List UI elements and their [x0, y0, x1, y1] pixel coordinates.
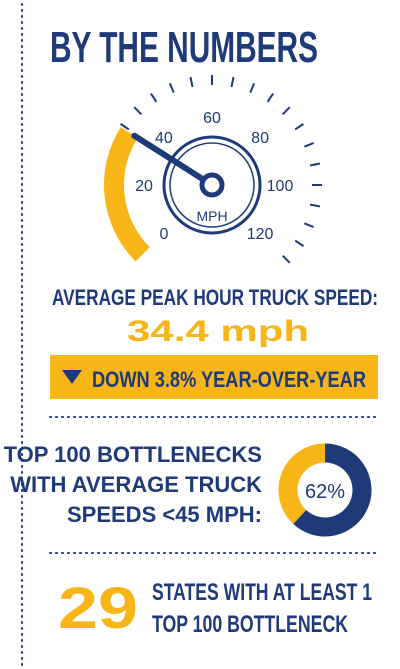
gauge-dash	[119, 123, 130, 131]
gauge-band	[104, 127, 150, 262]
gauge-dash	[309, 203, 321, 208]
gauge-dash	[249, 82, 256, 93]
gauge-unit: MPH	[196, 208, 227, 224]
title: BY THE NUMBERS	[50, 23, 318, 72]
gauge-dash	[309, 162, 321, 167]
speed-value: 34.4 mph	[127, 315, 309, 348]
gauge-dash	[168, 82, 175, 93]
gauge-dash	[133, 106, 142, 115]
gauge-dash	[304, 222, 315, 229]
states-text: TOP 100 BOTTLENECK	[152, 611, 348, 638]
states-count: 29	[58, 576, 138, 641]
bottleneck-text: TOP 100 BOTTLENECKS	[4, 442, 262, 467]
gauge-tick-label: 100	[267, 178, 294, 195]
gauge-needle	[131, 132, 215, 188]
gauge-dash	[282, 255, 291, 264]
donut-rest	[278, 443, 326, 524]
change-banner	[50, 355, 378, 399]
gauge-tick-label: 60	[203, 110, 221, 127]
change-text: DOWN 3.8% YEAR-OVER-YEAR	[92, 367, 366, 392]
bottleneck-text: WITH AVERAGE TRUCK	[10, 472, 262, 497]
gauge-hub-ring	[162, 135, 262, 235]
donut-share	[293, 443, 372, 537]
gauge-dash	[189, 76, 194, 88]
gauge-dash	[150, 92, 158, 103]
gauge-tick-label: 20	[135, 178, 153, 195]
gauge-hub-ring	[169, 142, 255, 228]
down-arrow	[62, 370, 82, 384]
gauge-tick-label: 0	[159, 226, 168, 243]
donut-label: 62%	[305, 481, 345, 503]
gauge-dash	[230, 76, 235, 88]
states-text: STATES WITH AT LEAST 1	[152, 579, 372, 606]
gauge-dash	[266, 92, 274, 103]
gauge-dash	[294, 239, 305, 247]
gauge-tick-label: 80	[251, 130, 269, 147]
gauge-pivot	[199, 172, 225, 198]
bottleneck-text: SPEEDS <45 MPH:	[67, 502, 262, 527]
gauge-tick-label: 120	[247, 226, 274, 243]
gauge-dash	[304, 141, 315, 148]
gauge-dash	[294, 123, 305, 131]
gauge-dash	[282, 106, 291, 115]
gauge-tick-label: 40	[155, 130, 173, 147]
speed-label: AVERAGE PEAK HOUR TRUCK SPEED:	[52, 285, 378, 310]
